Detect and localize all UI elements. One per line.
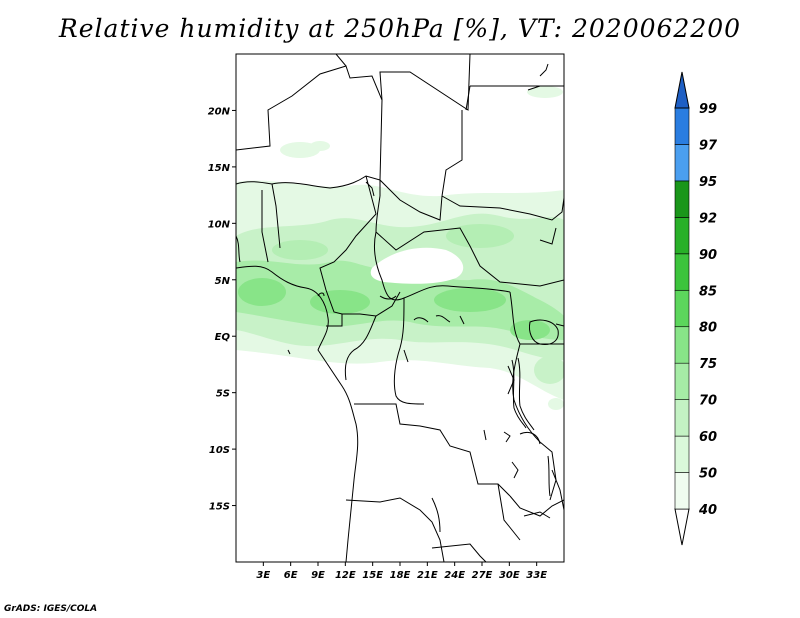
colorbar-segment <box>674 435 690 473</box>
colorbar-label: 99 <box>699 102 717 117</box>
latitude-axis: 20N 15N 10N 5N EQ 5S 10S 15S <box>208 106 236 513</box>
colorbar-below-arrow <box>674 508 690 546</box>
map-title: Relative humidity at 250hPa [%], VT: 202… <box>58 14 742 43</box>
colorbar-segment <box>674 399 690 437</box>
colorbar-label: 70 <box>699 394 717 409</box>
lon-tick-label: 3E <box>256 570 270 581</box>
colorbar-segment <box>674 217 690 255</box>
colorbar: 40 50 60 70 75 80 85 90 92 95 97 99 <box>674 71 718 546</box>
lat-tick-label: 5N <box>215 276 231 287</box>
colorbar-label: 75 <box>699 357 717 372</box>
colorbar-label: 60 <box>699 430 717 445</box>
lon-tick-label: 24E <box>444 570 465 581</box>
country-borders <box>236 54 564 562</box>
colorbar-segment <box>674 289 690 328</box>
colorbar-segment <box>674 253 690 291</box>
colorbar-label: 85 <box>699 284 717 299</box>
colorbar-segment <box>674 472 690 510</box>
grads-credit: GrADS: IGES/COLA <box>4 604 98 614</box>
lat-tick-label: 15S <box>209 502 230 513</box>
lat-tick-label: 10N <box>208 219 231 230</box>
colorbar-segment <box>674 144 690 182</box>
lon-tick-label: 9E <box>311 570 325 581</box>
colorbar-label: 97 <box>699 138 718 153</box>
colorbar-label: 90 <box>699 248 717 263</box>
colorbar-segment <box>674 180 690 218</box>
lon-tick-label: 27E <box>472 570 493 581</box>
lon-tick-label: 12E <box>335 570 356 581</box>
lat-tick-label: 5S <box>216 389 230 400</box>
lon-tick-label: 33E <box>526 570 547 581</box>
lon-tick-label: 21E <box>417 570 438 581</box>
colorbar-label: 40 <box>698 503 717 518</box>
colorbar-label: 80 <box>699 321 717 336</box>
lat-tick-label: 10S <box>209 445 230 456</box>
lon-tick-label: 30E <box>499 570 520 581</box>
colorbar-above-arrow <box>674 71 690 109</box>
humidity-shading <box>236 86 564 410</box>
lon-tick-label: 15E <box>362 570 383 581</box>
colorbar-segment <box>674 362 690 400</box>
lat-tick-label: 15N <box>208 163 231 174</box>
lat-tick-label: 20N <box>208 106 231 117</box>
lon-tick-label: 6E <box>284 570 298 581</box>
colorbar-label: 92 <box>699 211 717 226</box>
lat-tick-label: EQ <box>215 332 231 343</box>
colorbar-segment <box>674 326 690 364</box>
longitude-axis: 3E 6E 9E 12E 15E 18E 21E 24E 27E 30E 33E <box>256 562 547 581</box>
lon-tick-label: 18E <box>390 570 411 581</box>
colorbar-label: 50 <box>699 467 717 482</box>
colorbar-label: 95 <box>699 175 717 190</box>
colorbar-segment <box>674 107 690 145</box>
